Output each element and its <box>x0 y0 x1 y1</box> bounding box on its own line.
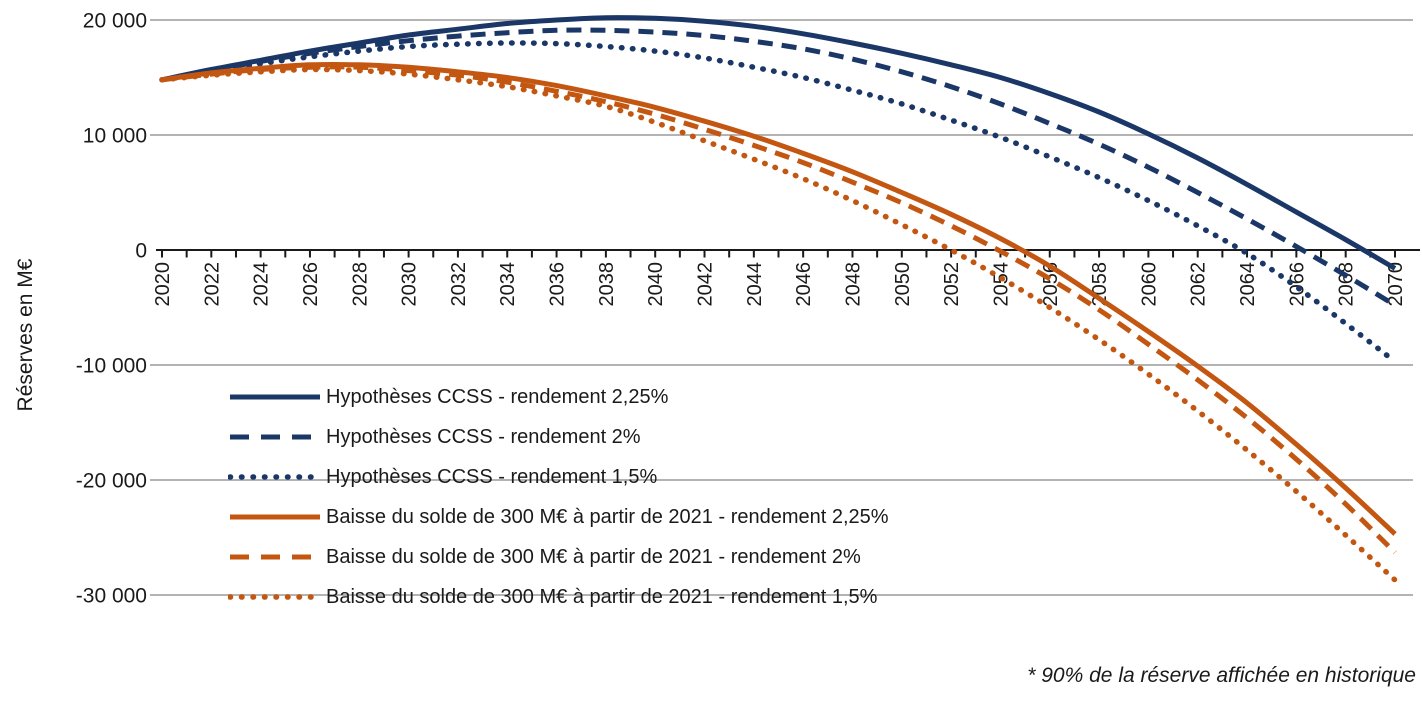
x-tick-label: 2032 <box>448 262 470 307</box>
x-tick-label: 2052 <box>941 262 963 307</box>
x-tick-label: 2066 <box>1286 262 1308 307</box>
legend-item-3: Baisse du solde de 300 M€ à partir de 20… <box>228 506 889 528</box>
legend-label: Baisse du solde de 300 M€ à partir de 20… <box>326 545 861 568</box>
x-tick-label: 2044 <box>744 262 766 307</box>
legend-label: Baisse du solde de 300 M€ à partir de 20… <box>326 585 878 608</box>
x-tick-label: 2062 <box>1188 262 1210 307</box>
legend-label: Baisse du solde de 300 M€ à partir de 20… <box>326 505 889 528</box>
x-tick-label: 2038 <box>596 262 618 307</box>
y-tick-label: 20 000 <box>83 10 147 33</box>
legend-swatch-solid-icon <box>230 394 320 400</box>
legend-label: Hypothèses CCSS - rendement 2% <box>326 425 641 448</box>
y-tick-label: -20 000 <box>76 470 147 493</box>
x-tick-label: 2048 <box>842 262 864 307</box>
series-line-1 <box>161 27 1397 308</box>
legend-item-4: Baisse du solde de 300 M€ à partir de 20… <box>228 546 889 568</box>
x-tick-label: 2056 <box>1040 262 1062 307</box>
legend-swatch-dotted-icon <box>228 594 322 600</box>
legend-swatch-dashed-icon <box>230 554 320 560</box>
legend-swatch-dotted-icon <box>228 474 322 480</box>
x-tick-label: 2064 <box>1237 262 1259 307</box>
x-tick-label: 2020 <box>152 262 174 307</box>
series-line-2 <box>159 40 1398 365</box>
chart-footnote: * 90% de la réserve affichée en historiq… <box>1027 664 1416 687</box>
y-tick-label: 0 <box>135 240 147 263</box>
legend-item-1: Hypothèses CCSS - rendement 2% <box>228 426 889 448</box>
y-tick-label: 10 000 <box>83 125 147 148</box>
legend-item-0: Hypothèses CCSS - rendement 2,25% <box>228 386 889 408</box>
x-tick-label: 2040 <box>645 262 667 307</box>
series-line-4 <box>161 64 1397 555</box>
series-line-0 <box>161 15 1397 271</box>
x-tick-label: 2026 <box>300 262 322 307</box>
legend-item-2: Hypothèses CCSS - rendement 1,5% <box>228 466 889 488</box>
y-tick-label: -10 000 <box>76 355 147 378</box>
legend-swatch-solid-icon <box>230 514 320 520</box>
chart-legend: Hypothèses CCSS - rendement 2,25% Hypothè… <box>228 386 889 626</box>
x-tick-label: 2054 <box>990 262 1012 307</box>
y-axis-title: Réserves en M€ <box>14 258 37 412</box>
x-tick-label: 2028 <box>349 262 371 307</box>
y-tick-label: -30 000 <box>76 585 147 608</box>
legend-label: Hypothèses CCSS - rendement 2,25% <box>326 385 669 408</box>
legend-label: Hypothèses CCSS - rendement 1,5% <box>326 465 658 488</box>
legend-swatch-dashed-icon <box>230 434 320 440</box>
x-tick-label: 2060 <box>1138 262 1160 307</box>
x-tick-label: 2050 <box>892 262 914 307</box>
x-tick-label: 2034 <box>497 262 519 307</box>
x-tick-label: 2042 <box>695 262 717 307</box>
x-tick-label: 2070 <box>1385 262 1407 307</box>
x-tick-label: 2024 <box>251 262 273 307</box>
x-tick-label: 2036 <box>547 262 569 307</box>
x-tick-label: 2046 <box>793 262 815 307</box>
x-tick-label: 2022 <box>201 262 223 307</box>
legend-item-5: Baisse du solde de 300 M€ à partir de 20… <box>228 586 889 608</box>
x-tick-label: 2030 <box>399 262 421 307</box>
series-line-5 <box>159 66 1398 583</box>
